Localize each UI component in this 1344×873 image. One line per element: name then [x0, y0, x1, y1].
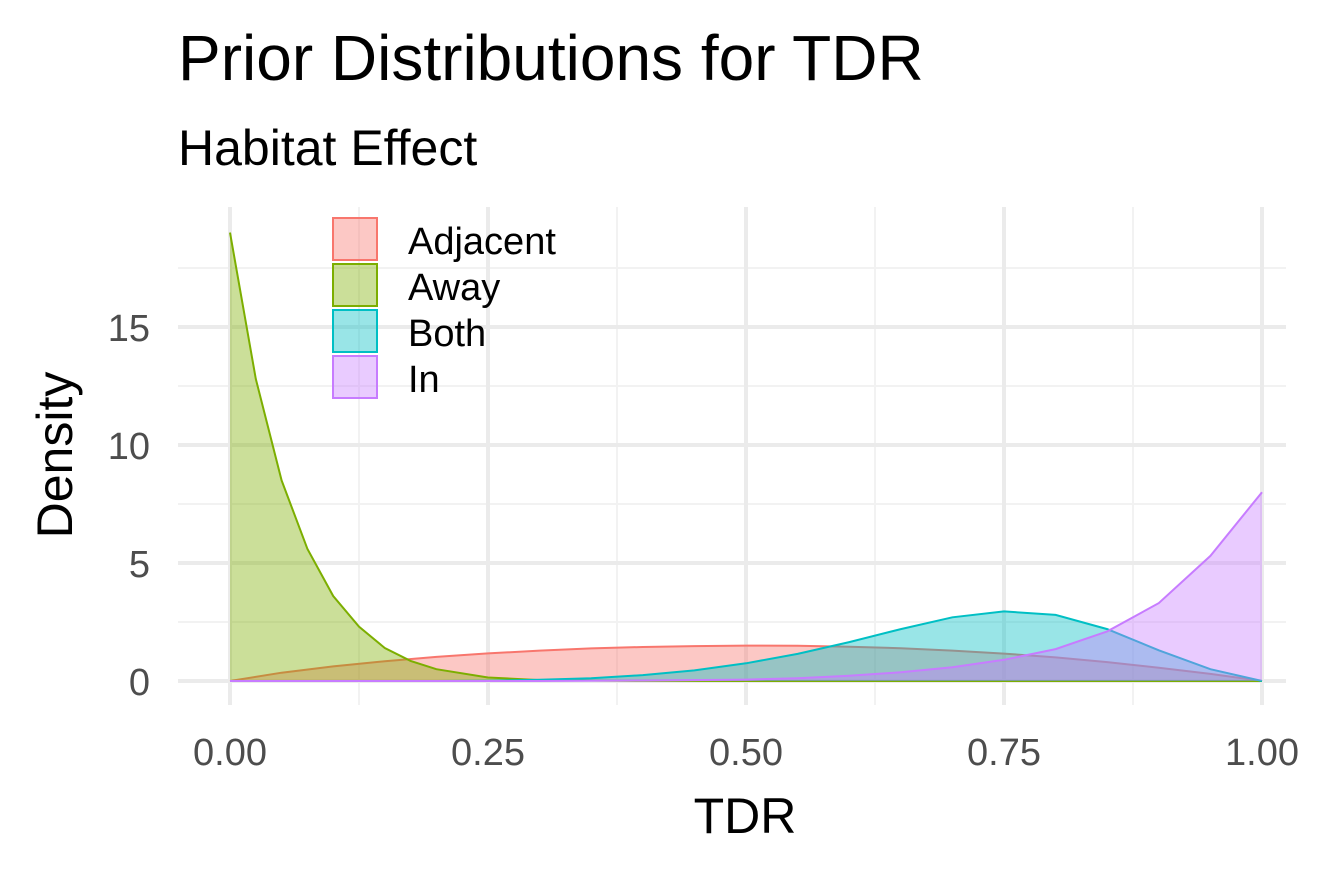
y-tick-labels: 0 5 10 15: [108, 308, 150, 704]
y-tick-label: 15: [108, 308, 150, 350]
chart-title: Prior Distributions for TDR: [178, 22, 924, 94]
density-line-adjacent: [229, 644, 1263, 682]
y-tick-label: 10: [108, 426, 150, 468]
x-tick-label: 0.50: [709, 732, 783, 774]
density-area-away: [230, 232, 1262, 681]
y-tick-label: 0: [129, 662, 150, 704]
legend-label-away: Away: [408, 267, 500, 309]
chart-subtitle: Habitat Effect: [178, 120, 477, 176]
density-area-both: [230, 611, 1262, 681]
legend-label-both: Both: [408, 313, 486, 355]
x-tick-label: 0.00: [193, 732, 267, 774]
x-tick-label: 0.25: [451, 732, 525, 774]
y-tick-label: 5: [129, 544, 150, 586]
density-area-in: [230, 492, 1262, 681]
density-line-away: [229, 232, 1262, 682]
legend-key-in: [332, 355, 378, 399]
x-tick-label: 1.00: [1225, 732, 1299, 774]
x-axis-title: TDR: [694, 788, 797, 844]
legend-key-both: [332, 309, 378, 353]
y-axis-title: Density: [27, 372, 83, 539]
legend-key-away: [332, 263, 378, 307]
legend-key-adjacent: [332, 217, 378, 261]
legend-label-in: In: [408, 359, 440, 401]
x-tick-labels: 0.00 0.25 0.50 0.75 1.00: [193, 732, 1299, 774]
density-line-both: [230, 610, 1263, 682]
legend-label-adjacent: Adjacent: [408, 221, 556, 263]
x-tick-label: 0.75: [967, 732, 1041, 774]
density-line-in: [230, 491, 1263, 682]
series-areas: [229, 232, 1263, 682]
